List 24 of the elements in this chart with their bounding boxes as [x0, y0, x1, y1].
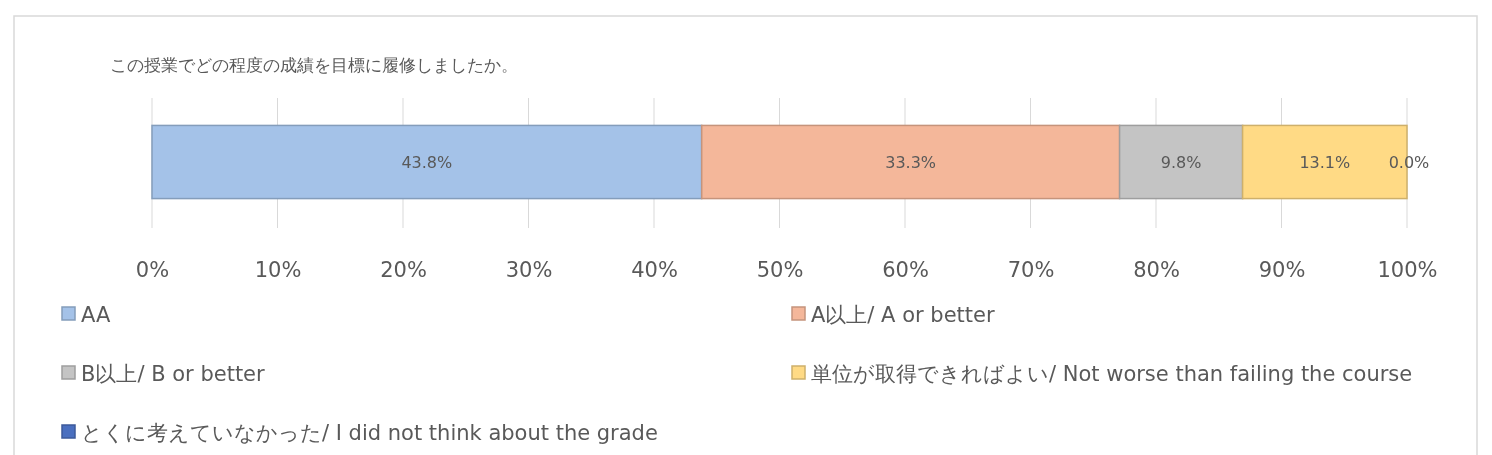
- x-tick-label: 30%: [505, 257, 553, 282]
- x-tick-label: 70%: [1007, 257, 1055, 282]
- data-label: 13.1%: [1299, 153, 1351, 172]
- x-tick-label: 90%: [1258, 257, 1306, 282]
- x-tick-label: 80%: [1133, 257, 1180, 282]
- bar: [700, 124, 1121, 200]
- legend-label: AA: [81, 303, 111, 327]
- data-label: 9.8%: [1160, 153, 1202, 172]
- legend-label: 単位が取得できればよい/ Not worse than failing the course: [811, 362, 1413, 386]
- x-tick-label: 50%: [756, 257, 804, 282]
- data-label: 43.8%: [401, 153, 453, 172]
- legend-label: とくに考えていなかった/ I did not think about the grade: [81, 421, 658, 445]
- bar: [1118, 124, 1244, 200]
- legend-label: B以上/ B or better: [81, 362, 266, 386]
- legend-label: A以上/ A or better: [811, 303, 995, 327]
- bar: [151, 124, 703, 200]
- x-tick-label: 0%: [135, 257, 170, 282]
- data-label: 33.3%: [885, 153, 937, 172]
- x-tick-label: 100%: [1377, 257, 1438, 282]
- x-tick-label: 40%: [631, 257, 678, 282]
- x-tick-label: 10%: [254, 257, 302, 282]
- x-tick-label: 60%: [882, 257, 929, 282]
- x-tick-label: 20%: [380, 257, 427, 282]
- chart-title: この授業でどの程度の成績を目標に履修しましたか。: [110, 55, 518, 75]
